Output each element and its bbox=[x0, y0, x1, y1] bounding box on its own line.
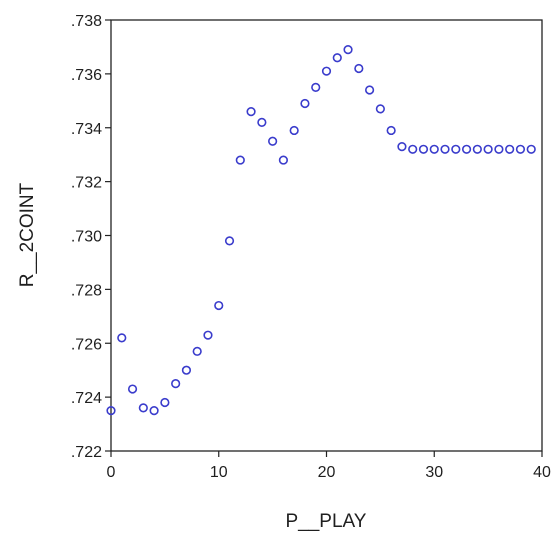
data-point bbox=[483, 144, 493, 154]
y-tick-label: .730 bbox=[71, 229, 102, 246]
data-point bbox=[494, 144, 504, 154]
data-point bbox=[505, 144, 515, 154]
data-point bbox=[138, 403, 148, 413]
data-point bbox=[149, 405, 159, 416]
data-points bbox=[106, 45, 536, 416]
y-axis: .722 .724 .726 .728 .730 .732 .734 .736 .738 bbox=[71, 13, 111, 461]
y-tick-label: .722 bbox=[71, 444, 102, 461]
data-point bbox=[354, 63, 364, 74]
y-tick-label: .734 bbox=[71, 121, 102, 138]
data-point bbox=[300, 98, 310, 109]
data-point bbox=[192, 346, 202, 356]
data-point bbox=[451, 144, 461, 154]
x-tick-label: 30 bbox=[425, 464, 443, 481]
data-point bbox=[203, 330, 213, 340]
y-tick-label: .724 bbox=[71, 390, 102, 407]
data-point bbox=[214, 300, 224, 311]
data-point bbox=[171, 379, 181, 389]
data-point bbox=[127, 384, 138, 394]
data-point bbox=[181, 365, 192, 375]
data-point bbox=[365, 85, 375, 95]
y-tick-label: .736 bbox=[71, 67, 102, 84]
data-point bbox=[268, 136, 278, 146]
data-point bbox=[160, 397, 170, 408]
data-point bbox=[343, 45, 353, 55]
data-point bbox=[246, 106, 256, 117]
data-point bbox=[117, 333, 127, 343]
data-point bbox=[397, 142, 407, 152]
x-axis: 0 10 20 30 40 bbox=[107, 451, 551, 481]
x-tick-label: 20 bbox=[318, 464, 336, 481]
data-point bbox=[515, 144, 526, 154]
data-point bbox=[278, 155, 289, 165]
data-point bbox=[461, 144, 472, 154]
data-point bbox=[106, 405, 116, 416]
x-tick-label: 10 bbox=[210, 464, 228, 481]
data-point bbox=[418, 144, 429, 154]
y-tick-label: .738 bbox=[71, 13, 102, 30]
data-point bbox=[321, 66, 332, 76]
plot-frame bbox=[110, 19, 543, 452]
data-point bbox=[526, 144, 536, 154]
x-axis-title: P__PLAY bbox=[286, 511, 367, 532]
y-axis-title: R__2COINT bbox=[17, 182, 38, 287]
data-point bbox=[235, 155, 245, 165]
data-point bbox=[429, 144, 439, 154]
data-point bbox=[289, 125, 299, 136]
data-point bbox=[440, 144, 450, 154]
x-tick-label: 40 bbox=[533, 464, 551, 481]
data-point bbox=[311, 82, 321, 92]
data-point bbox=[408, 144, 418, 154]
data-point bbox=[472, 144, 482, 154]
data-point bbox=[224, 236, 235, 246]
y-tick-label: .732 bbox=[71, 175, 102, 192]
data-point bbox=[332, 53, 342, 63]
y-tick-label: .726 bbox=[71, 336, 102, 353]
data-point bbox=[386, 125, 396, 136]
x-tick-label: 0 bbox=[107, 464, 116, 481]
y-tick-label: .728 bbox=[71, 282, 102, 299]
data-point bbox=[375, 104, 385, 114]
data-point bbox=[257, 117, 267, 127]
